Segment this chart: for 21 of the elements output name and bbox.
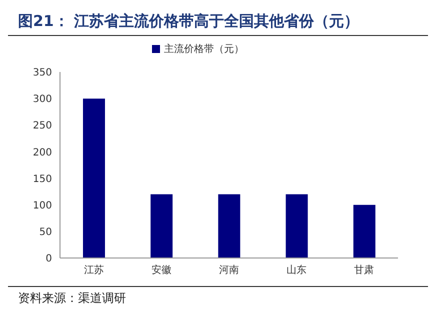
x-tick-label: 安徽 — [151, 264, 172, 276]
y-tick-label: 300 — [32, 94, 52, 106]
y-tick-label: 100 — [32, 200, 52, 212]
x-tick-label: 甘肃 — [354, 264, 374, 276]
x-tick-label: 河南 — [219, 264, 239, 276]
bar — [150, 194, 173, 258]
y-tick-label: 0 — [46, 254, 52, 265]
y-tick-label: 150 — [32, 174, 52, 185]
bar — [218, 194, 240, 258]
y-tick-label: 200 — [32, 147, 52, 158]
y-tick-label: 50 — [39, 226, 52, 238]
x-tick-label: 江苏 — [84, 264, 104, 276]
chart-title: 图21： 江苏省主流价格带高于全国其他省份（元） — [8, 8, 428, 36]
y-tick-label: 250 — [32, 120, 52, 132]
legend-label: 主流价格带（元） — [164, 44, 244, 55]
x-tick-label: 山东 — [286, 264, 307, 276]
text: 资料来源：渠道调研 — [18, 290, 127, 307]
y-tick-label: 350 — [32, 68, 52, 79]
bar — [353, 204, 376, 258]
bar — [286, 194, 308, 258]
bar — [82, 98, 105, 258]
